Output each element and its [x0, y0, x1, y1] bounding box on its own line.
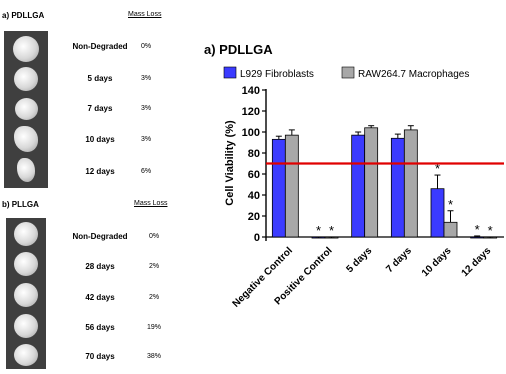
panel-a-row-label: 5 days — [87, 74, 113, 83]
panel-b-row-loss: 19% — [146, 324, 161, 331]
sample-disc — [14, 283, 38, 307]
x-tick-label: 7 days — [384, 245, 414, 275]
sample-photo-panel: a) PDLLGA Mass Loss Non-Degraded 0% 5 da… — [0, 0, 200, 369]
sample-disc — [14, 67, 38, 91]
bar — [470, 236, 485, 239]
panel-b-row-loss: 38% — [146, 353, 161, 360]
chart-svg: a) PDLLGA L929 Fibroblasts RAW264.7 Macr… — [204, 42, 504, 310]
x-tick-label: 5 days — [344, 245, 374, 275]
panel-a-title: a) PDLLGA — [2, 11, 45, 20]
panel-b-row-label: 42 days — [85, 293, 115, 302]
y-tick-label: 100 — [242, 127, 260, 139]
panel-b-mass-loss-header: Mass Loss — [134, 200, 168, 207]
y-tick-label: 60 — [248, 169, 260, 181]
panel-a-row-loss: 0% — [140, 43, 152, 50]
x-tick-label: 10 days — [420, 245, 454, 279]
x-tick-label: 12 days — [460, 245, 494, 279]
panel-b-row-loss: 0% — [148, 233, 160, 240]
panel-b-title: b) PLLGA — [2, 200, 39, 209]
legend-swatch-macrophages — [341, 66, 355, 79]
panel-b-row-loss: 2% — [148, 294, 160, 301]
panel-b-row-label: Non-Degraded — [72, 232, 128, 241]
y-tick-label: 40 — [248, 190, 260, 202]
legend-label-fibroblasts: L929 Fibroblasts — [240, 69, 314, 80]
significance-asterisk: * — [435, 161, 440, 176]
y-tick-label: 120 — [242, 106, 260, 118]
significance-asterisk: * — [488, 223, 493, 238]
panel-a-photo-strip — [4, 31, 48, 188]
sample-disc — [14, 252, 38, 276]
panel-a-row-label: 12 days — [85, 167, 115, 176]
panel-b-row-label: 70 days — [85, 352, 115, 361]
panel-a-mass-loss-header: Mass Loss — [128, 11, 162, 18]
sample-disc — [14, 222, 38, 246]
panel-b-row-label: 56 days — [85, 323, 115, 332]
panel-b-photo-strip — [6, 218, 46, 369]
significance-asterisk: * — [316, 223, 321, 238]
bar — [364, 127, 379, 238]
y-tick-label: 80 — [248, 148, 260, 160]
sample-disc — [15, 98, 38, 120]
bar — [430, 188, 445, 238]
panel-a-row-loss: 3% — [140, 105, 152, 112]
sample-disc — [17, 158, 35, 182]
y-axis-label: Cell Viability (%) — [224, 120, 236, 206]
bar — [271, 138, 286, 238]
panel-b-row-label: 28 days — [85, 262, 115, 271]
panel-a-row-label: 7 days — [87, 104, 113, 113]
significance-asterisk: * — [448, 197, 453, 212]
panel-b-row-loss: 2% — [148, 263, 160, 270]
sample-disc — [14, 126, 38, 152]
panel-a-row-loss: 6% — [140, 168, 152, 175]
legend-label-macrophages: RAW264.7 Macrophages — [358, 69, 469, 80]
bar — [351, 134, 366, 238]
panel-a-row-label: Non-Degraded — [72, 42, 128, 51]
sample-disc — [14, 314, 38, 338]
bar — [403, 129, 418, 238]
sample-disc — [14, 344, 38, 366]
panel-a-row-label: 10 days — [85, 135, 115, 144]
chart-title: a) PDLLGA — [204, 42, 273, 57]
bar — [284, 134, 299, 238]
sample-disc — [13, 36, 39, 62]
significance-asterisk: * — [329, 223, 334, 238]
legend-swatch-fibroblasts — [223, 66, 237, 79]
bar — [390, 137, 405, 238]
bar — [443, 221, 458, 238]
significance-asterisk: * — [475, 222, 480, 237]
panel-a-row-loss: 3% — [140, 136, 152, 143]
y-tick-label: 0 — [254, 232, 260, 244]
y-tick-label: 140 — [242, 85, 260, 97]
y-tick-label: 20 — [248, 211, 260, 223]
panel-a-row-loss: 3% — [140, 75, 152, 82]
chart-legend: L929 Fibroblasts RAW264.7 Macrophages — [223, 66, 469, 80]
cell-viability-chart: a) PDLLGA L929 Fibroblasts RAW264.7 Macr… — [200, 0, 506, 369]
